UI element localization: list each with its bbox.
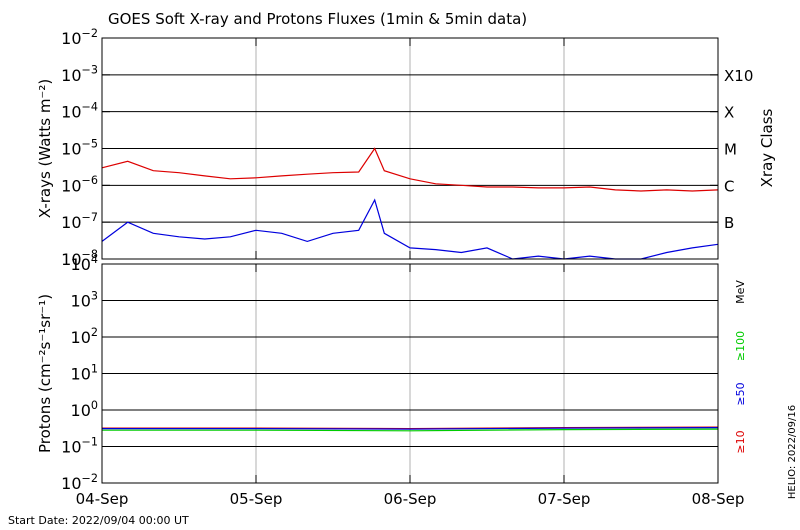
x-tick-label: 06-Sep: [384, 490, 437, 508]
xray-ytick-label: 10−5: [61, 137, 98, 158]
xray-ytick-label: 10−2: [61, 27, 98, 48]
proton-ylabel: Protons (cm⁻²s⁻¹sr⁻¹): [36, 294, 54, 453]
xray-class-axis-label: Xray Class: [758, 108, 776, 187]
proton-ytick-label: 100: [71, 399, 98, 420]
xray-series-0-line: [101, 147, 719, 192]
proton-legend-label: ≥100: [734, 331, 747, 361]
x-tick-label: 07-Sep: [538, 490, 591, 508]
proton-ytick-label: 102: [71, 326, 98, 347]
x-tick-label: 05-Sep: [230, 490, 283, 508]
proton-ytick-label: 10−1: [61, 435, 98, 456]
xray-class-label: X10: [724, 67, 753, 85]
chart-title: GOES Soft X-ray and Protons Fluxes (1min…: [108, 10, 527, 28]
xray-ytick-label: 10−3: [61, 64, 98, 85]
xray-class-label: C: [724, 177, 734, 195]
xray-ytick-label: 10−4: [61, 100, 98, 121]
x-tick-label: 04-Sep: [76, 490, 129, 508]
proton-ytick-label: 104: [71, 253, 98, 274]
proton-ytick-label: 10−2: [61, 472, 98, 493]
x-tick-label: 08-Sep: [692, 490, 745, 508]
xray-class-label: X: [724, 104, 734, 122]
xray-class-label: B: [724, 214, 734, 232]
proton-series-2-line: [102, 428, 719, 432]
xray-ytick-label: 10−8: [61, 248, 98, 269]
proton-legend-label: ≥50: [734, 382, 747, 405]
xray-ytick-label: 10−6: [61, 174, 98, 195]
xray-ytick-label: 10−7: [61, 211, 98, 232]
proton-series-1-line: [102, 427, 719, 430]
proton-legend-label: ≥10: [734, 430, 747, 453]
proton-ytick-label: 101: [71, 362, 98, 383]
xray-ylabel: X-rays (Watts m⁻²): [36, 79, 54, 218]
xray-class-label: M: [724, 141, 737, 159]
proton-ytick-label: 103: [71, 289, 98, 310]
start-date-label: Start Date: 2022/09/04 00:00 UT: [8, 514, 189, 527]
proton-unit-label: MeV: [734, 280, 747, 304]
credit-label: HELIO: 2022/09/16: [787, 405, 798, 499]
